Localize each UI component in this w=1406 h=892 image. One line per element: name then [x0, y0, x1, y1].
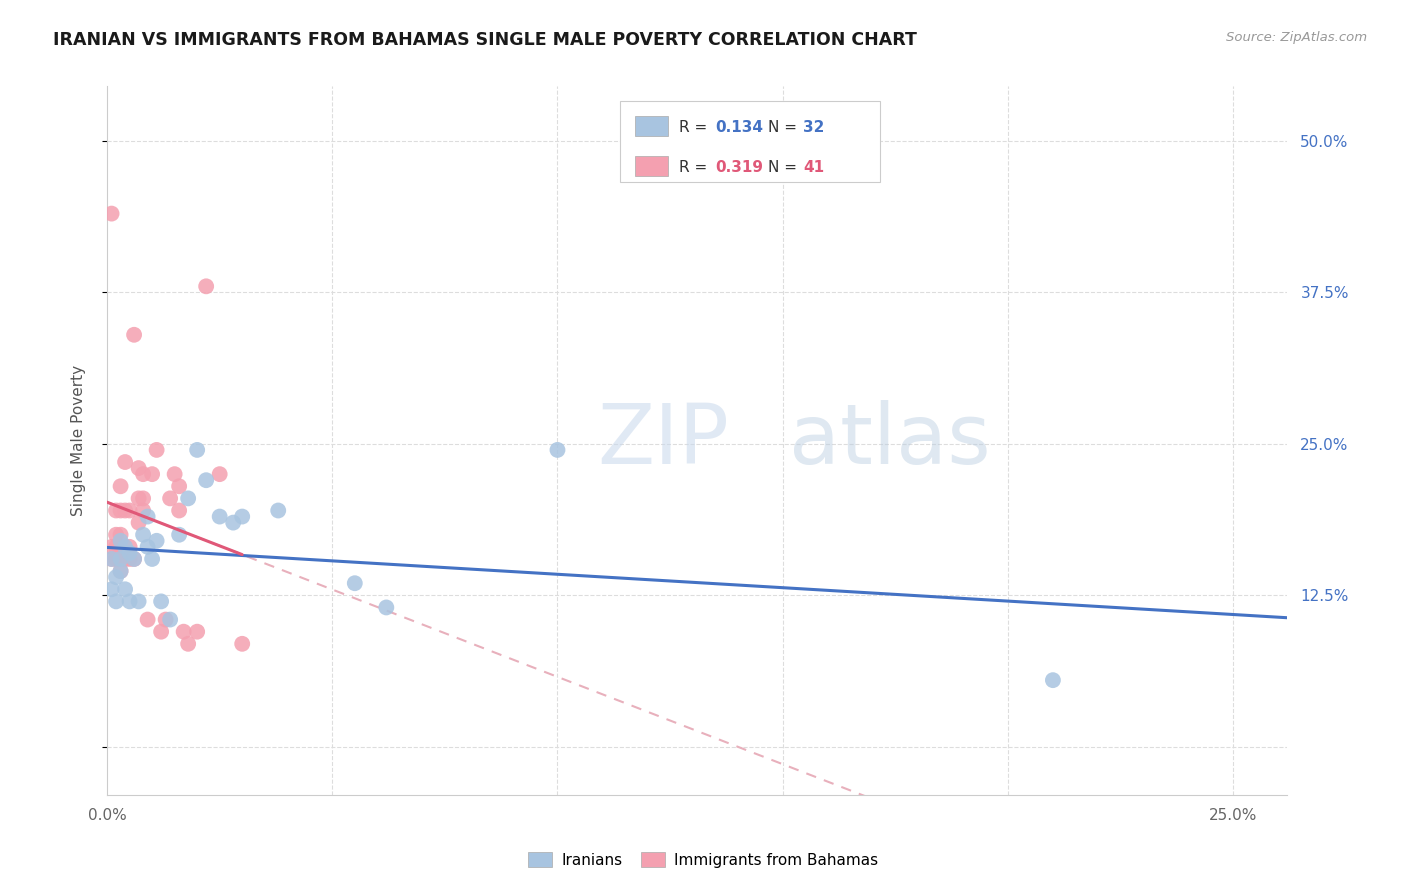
- Point: [167, 479, 190, 493]
- Point: [195, 279, 218, 293]
- Point: [132, 491, 155, 506]
- Point: [163, 467, 186, 482]
- Point: [100, 206, 122, 220]
- Point: [110, 479, 132, 493]
- Point: [110, 564, 132, 578]
- Text: N =: N =: [768, 120, 801, 135]
- Point: [110, 564, 132, 578]
- Point: [100, 552, 122, 566]
- Point: [1042, 673, 1064, 688]
- Point: [159, 491, 181, 506]
- Point: [167, 527, 190, 541]
- Point: [128, 594, 150, 608]
- Point: [105, 570, 128, 584]
- Point: [231, 509, 253, 524]
- Point: [105, 552, 128, 566]
- Text: Source: ZipAtlas.com: Source: ZipAtlas.com: [1226, 31, 1367, 45]
- Point: [136, 613, 159, 627]
- Point: [128, 491, 150, 506]
- Text: 0.319: 0.319: [714, 160, 763, 175]
- Point: [145, 533, 167, 548]
- Point: [105, 540, 128, 554]
- Point: [105, 503, 128, 517]
- Point: [128, 516, 150, 530]
- Point: [208, 509, 231, 524]
- Point: [122, 327, 145, 342]
- Point: [118, 503, 141, 517]
- Point: [177, 637, 200, 651]
- Y-axis label: Single Male Poverty: Single Male Poverty: [72, 365, 86, 516]
- FancyBboxPatch shape: [634, 156, 668, 176]
- Legend: Iranians, Immigrants from Bahamas: Iranians, Immigrants from Bahamas: [522, 846, 884, 873]
- Point: [122, 552, 145, 566]
- Point: [114, 582, 136, 597]
- Point: [177, 491, 200, 506]
- Point: [110, 503, 132, 517]
- Point: [222, 516, 245, 530]
- Point: [159, 613, 181, 627]
- Point: [105, 527, 128, 541]
- Text: 32: 32: [803, 120, 825, 135]
- Text: N =: N =: [768, 160, 801, 175]
- Point: [375, 600, 398, 615]
- Text: R =: R =: [679, 120, 713, 135]
- Point: [118, 552, 141, 566]
- Text: ZIP: ZIP: [596, 401, 728, 482]
- Point: [141, 467, 163, 482]
- Point: [155, 613, 177, 627]
- Point: [110, 546, 132, 560]
- Point: [173, 624, 195, 639]
- Text: atlas: atlas: [789, 401, 991, 482]
- Point: [150, 624, 173, 639]
- FancyBboxPatch shape: [620, 101, 880, 182]
- Point: [105, 594, 128, 608]
- Point: [145, 442, 167, 457]
- Point: [100, 582, 122, 597]
- Point: [110, 552, 132, 566]
- Point: [114, 455, 136, 469]
- Point: [136, 509, 159, 524]
- Text: IRANIAN VS IMMIGRANTS FROM BAHAMAS SINGLE MALE POVERTY CORRELATION CHART: IRANIAN VS IMMIGRANTS FROM BAHAMAS SINGL…: [53, 31, 917, 49]
- Point: [100, 552, 122, 566]
- FancyBboxPatch shape: [634, 116, 668, 136]
- Text: R =: R =: [679, 160, 713, 175]
- Text: 41: 41: [803, 160, 824, 175]
- Point: [167, 503, 190, 517]
- Point: [110, 527, 132, 541]
- Point: [114, 503, 136, 517]
- Point: [114, 552, 136, 566]
- Point: [208, 467, 231, 482]
- Point: [110, 533, 132, 548]
- Point: [118, 546, 141, 560]
- Point: [122, 552, 145, 566]
- Point: [100, 540, 122, 554]
- Point: [186, 442, 208, 457]
- Point: [186, 624, 208, 639]
- Point: [546, 442, 568, 457]
- Point: [118, 540, 141, 554]
- Point: [132, 503, 155, 517]
- Point: [150, 594, 173, 608]
- Point: [114, 540, 136, 554]
- Point: [267, 503, 290, 517]
- Point: [343, 576, 366, 591]
- Point: [132, 527, 155, 541]
- Point: [128, 461, 150, 475]
- Point: [136, 540, 159, 554]
- Point: [118, 594, 141, 608]
- Point: [141, 552, 163, 566]
- Point: [132, 467, 155, 482]
- Point: [195, 473, 218, 487]
- Point: [231, 637, 253, 651]
- Text: 0.134: 0.134: [714, 120, 763, 135]
